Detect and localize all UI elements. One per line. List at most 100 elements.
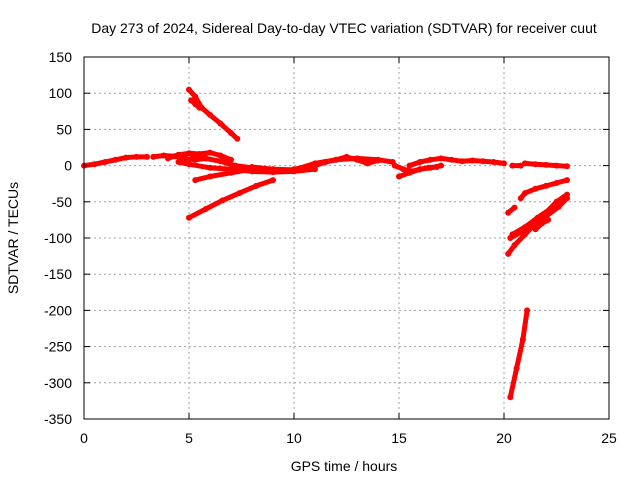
axis-ticks: 0 5 10 15 20 25 150 100 50 0 -50 -100 -150 -200 -250 -3…: [44, 49, 617, 446]
data-point: [522, 224, 528, 231]
data-point: [559, 198, 566, 205]
data-point: [547, 206, 554, 212]
data-point: [511, 204, 518, 211]
data-point: [517, 195, 524, 202]
x-tick-label: 20: [496, 430, 512, 446]
data-point: [545, 216, 552, 223]
data-point: [207, 164, 213, 171]
data-point: [228, 166, 234, 173]
data-point: [207, 111, 213, 118]
data-point: [490, 159, 497, 165]
series-track-drop-steep: [507, 307, 530, 400]
data-point: [202, 155, 209, 162]
x-tick-label: 0: [80, 430, 88, 446]
y-tick-label: 150: [49, 49, 73, 65]
data-point: [543, 161, 549, 168]
data-point: [480, 158, 486, 165]
data-point: [564, 163, 570, 170]
data-point: [186, 150, 192, 157]
data-point: [534, 214, 541, 221]
data-point: [291, 166, 297, 173]
y-tick-label: 50: [56, 121, 72, 137]
data-point: [186, 86, 192, 93]
data-point: [427, 156, 434, 163]
data-point: [400, 166, 407, 173]
data-point: [564, 177, 570, 184]
y-tick-label: -50: [52, 194, 72, 210]
data-point: [133, 153, 140, 160]
data-point: [249, 164, 255, 170]
data-point: [192, 101, 199, 108]
data-point: [564, 195, 570, 202]
data-point: [217, 120, 224, 127]
data-series: [81, 86, 570, 401]
data-point: [322, 159, 329, 165]
series-track-sixteen-b: [407, 155, 507, 169]
y-tick-label: 100: [49, 85, 73, 101]
data-point: [448, 156, 455, 163]
data-point: [150, 153, 157, 160]
data-point: [354, 156, 360, 163]
data-point: [505, 209, 512, 216]
data-point: [532, 161, 539, 168]
data-point: [543, 182, 549, 189]
data-point: [217, 152, 224, 159]
data-point: [270, 166, 276, 173]
data-point: [175, 159, 182, 165]
data-point: [202, 206, 209, 212]
data-point: [91, 161, 98, 168]
data-point: [207, 173, 213, 180]
data-point: [406, 162, 413, 169]
data-point: [417, 159, 423, 165]
data-point: [553, 162, 560, 169]
data-point: [270, 177, 276, 184]
data-point: [186, 161, 192, 168]
data-point: [188, 97, 195, 104]
chart-title: Day 273 of 2024, Sidereal Day-to-day VTE…: [91, 20, 597, 36]
data-point: [509, 231, 516, 238]
y-tick-label: -200: [44, 302, 72, 318]
data-point: [192, 93, 199, 100]
data-point: [312, 162, 318, 169]
data-point: [532, 185, 539, 192]
data-point: [391, 162, 398, 169]
data-point: [522, 160, 528, 167]
data-point: [144, 153, 150, 160]
data-point: [234, 135, 241, 142]
data-point: [217, 158, 224, 165]
data-point: [112, 156, 119, 163]
data-point: [396, 173, 402, 180]
data-point: [538, 220, 545, 227]
data-point: [375, 157, 381, 164]
x-tick-label: 10: [286, 430, 302, 446]
data-point: [501, 160, 507, 167]
data-point: [207, 149, 213, 156]
data-point: [513, 365, 520, 372]
data-point: [505, 250, 512, 257]
data-point: [519, 336, 526, 343]
x-axis-label: GPS time / hours: [291, 458, 398, 474]
y-tick-label: -350: [44, 411, 72, 427]
data-point: [433, 164, 440, 170]
data-point: [333, 156, 339, 163]
data-point: [253, 182, 260, 189]
data-point: [408, 168, 415, 175]
data-point: [522, 190, 528, 197]
y-tick-label: -250: [44, 339, 72, 355]
data-point: [196, 104, 203, 111]
data-point: [190, 153, 197, 160]
data-point: [417, 166, 423, 173]
data-point: [186, 214, 192, 221]
x-tick-label: 5: [185, 430, 193, 446]
data-point: [236, 190, 243, 197]
data-point: [165, 155, 171, 162]
y-tick-label: -150: [44, 266, 72, 282]
data-point: [219, 197, 226, 204]
y-tick-label: 0: [64, 158, 72, 174]
data-point: [228, 130, 234, 136]
data-point: [343, 153, 350, 160]
data-point: [459, 158, 465, 165]
data-point: [507, 394, 514, 401]
